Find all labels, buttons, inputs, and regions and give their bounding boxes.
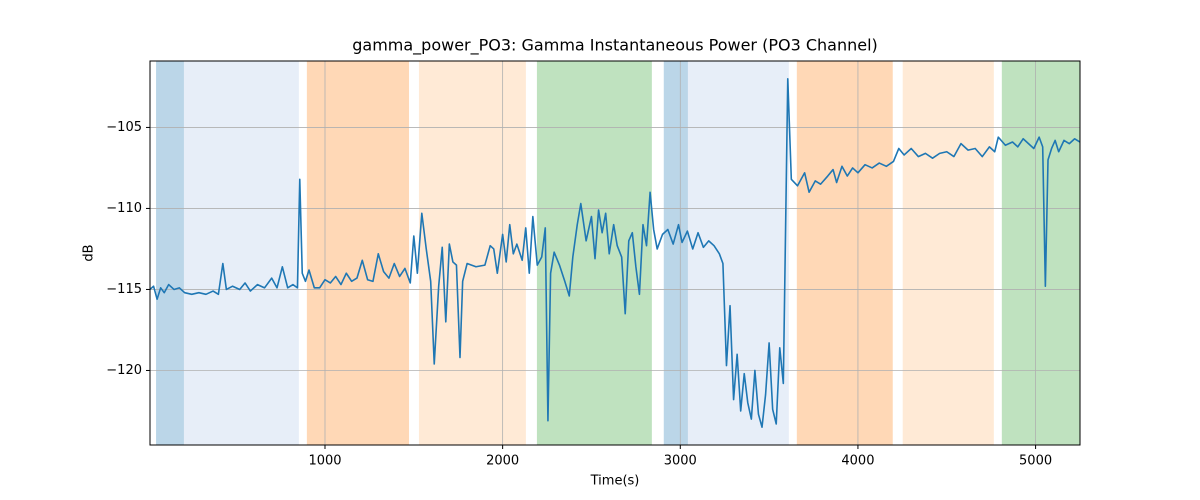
y-tick-label: −110 bbox=[106, 201, 142, 216]
x-tick-label: 1000 bbox=[308, 454, 341, 469]
y-tick-label: −105 bbox=[106, 120, 142, 135]
chart-title: gamma_power_PO3: Gamma Instantaneous Pow… bbox=[352, 36, 878, 56]
data-line bbox=[149, 78, 1081, 428]
shaded-span bbox=[687, 61, 789, 445]
shaded-span bbox=[796, 61, 893, 445]
ticks: 1000 2000 3000 4000 5000 −120 −115 −110 −105 bbox=[106, 120, 1052, 469]
y-tick-label: −115 bbox=[106, 282, 142, 297]
spans bbox=[156, 61, 1080, 445]
lines bbox=[149, 78, 1081, 428]
grid bbox=[150, 61, 1080, 445]
x-tick-label: 5000 bbox=[1019, 454, 1052, 469]
shaded-span bbox=[418, 61, 526, 445]
shaded-span bbox=[1001, 61, 1080, 445]
y-axis-label: dB bbox=[82, 244, 97, 261]
shaded-span bbox=[306, 61, 410, 445]
shaded-span bbox=[156, 61, 184, 445]
shaded-span bbox=[183, 61, 299, 445]
x-axis-label: Time(s) bbox=[590, 474, 640, 489]
shaded-span bbox=[902, 61, 994, 445]
x-tick-label: 4000 bbox=[841, 454, 874, 469]
x-tick-label: 3000 bbox=[664, 454, 697, 469]
shaded-span bbox=[663, 61, 688, 445]
plot-frame bbox=[149, 60, 1081, 446]
x-tick-label: 2000 bbox=[486, 454, 519, 469]
y-tick-label: −120 bbox=[106, 363, 142, 378]
